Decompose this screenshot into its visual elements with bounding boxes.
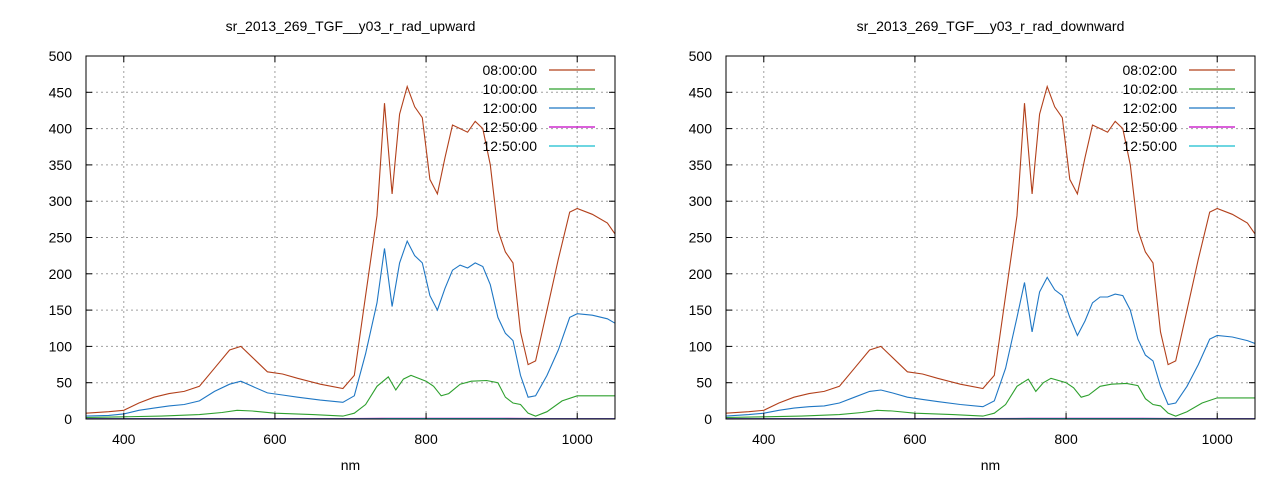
y-tick-label: 50	[696, 375, 712, 391]
y-tick-label: 50	[56, 375, 72, 391]
y-tick-label: 450	[49, 84, 73, 100]
y-tick-label: 250	[49, 230, 73, 246]
y-tick-label: 150	[689, 302, 713, 318]
x-axis-label: nm	[341, 457, 360, 473]
x-axis-label: nm	[981, 457, 1000, 473]
y-tick-label: 100	[689, 338, 713, 354]
x-tick-label: 600	[263, 431, 287, 447]
legend-label: 08:02:00	[1123, 62, 1178, 78]
y-tick-label: 150	[49, 302, 73, 318]
series-line-1	[86, 84, 615, 414]
legend-label: 10:00:00	[483, 81, 538, 97]
series-line-3	[86, 239, 615, 417]
legend: 08:00:00 10:00:00 12:00:00 12:50:00 12:50:00	[483, 62, 595, 154]
chart-title: sr_2013_269_TGF__y03_r_rad_downward	[857, 18, 1125, 34]
y-tick-label: 300	[49, 193, 73, 209]
legend: 08:02:00 10:02:00 12:02:00 12:50:00 12:50:00	[1123, 62, 1235, 154]
legend-label: 12:50:00	[483, 119, 538, 135]
legend-label: 08:00:00	[483, 62, 538, 78]
x-tick-label: 1000	[562, 431, 593, 447]
x-tick-label: 400	[752, 431, 776, 447]
legend-label: 12:02:00	[1123, 100, 1178, 116]
y-tick-label: 350	[689, 157, 713, 173]
x-tick-label: 1000	[1202, 431, 1233, 447]
y-tick-label: 0	[64, 411, 72, 427]
y-tick-label: 500	[689, 48, 713, 64]
legend-label: 12:50:00	[1123, 119, 1178, 135]
x-tick-label: 600	[903, 431, 927, 447]
y-tick-label: 100	[49, 338, 73, 354]
chart-panel-2: sr_2013_269_TGF__y03_r_rad_downward 0 50 10…	[689, 18, 1256, 473]
x-tick-label: 400	[112, 431, 136, 447]
chart-title: sr_2013_269_TGF__y03_r_rad_upward	[226, 18, 476, 34]
chart-panel-1: sr_2013_269_TGF__y03_r_rad_upward 0 50 100 1…	[49, 18, 616, 473]
x-tick-label: 800	[414, 431, 438, 447]
series-line-2	[86, 374, 615, 419]
y-tick-label: 0	[704, 411, 712, 427]
y-tick-label: 300	[689, 193, 713, 209]
y-tick-label: 350	[49, 157, 73, 173]
y-tick-label: 250	[689, 230, 713, 246]
y-tick-label: 450	[689, 84, 713, 100]
y-tick-label: 400	[49, 121, 73, 137]
legend-label: 12:00:00	[483, 100, 538, 116]
y-tick-label: 400	[689, 121, 713, 137]
legend-label: 12:50:00	[1123, 138, 1178, 154]
series-line-3	[726, 276, 1255, 417]
x-tick-label: 800	[1054, 431, 1078, 447]
series-line-1	[726, 84, 1255, 414]
y-tick-label: 200	[49, 266, 73, 282]
legend-label: 10:02:00	[1123, 81, 1178, 97]
series-line-2	[726, 377, 1255, 419]
y-tick-label: 200	[689, 266, 713, 282]
legend-label: 12:50:00	[483, 138, 538, 154]
y-tick-label: 500	[49, 48, 73, 64]
